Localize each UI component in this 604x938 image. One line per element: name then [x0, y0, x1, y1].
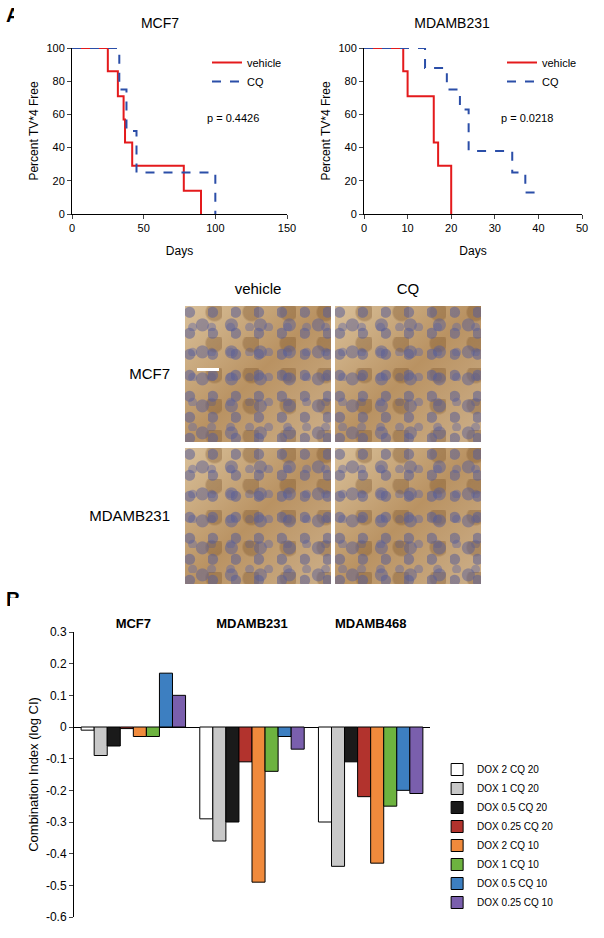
svg-text:0: 0 — [60, 720, 67, 734]
svg-text:DOX 2 CQ 20: DOX 2 CQ 20 — [477, 764, 539, 775]
svg-text:-0.1: -0.1 — [46, 752, 67, 766]
svg-text:40: 40 — [53, 141, 65, 153]
svg-text:MDAMB468: MDAMB468 — [335, 616, 407, 631]
svg-text:vehicle: vehicle — [542, 57, 576, 69]
svg-text:Percent TV*4 Free: Percent TV*4 Free — [319, 81, 333, 180]
svg-text:100: 100 — [46, 42, 64, 54]
svg-text:40: 40 — [532, 222, 544, 234]
svg-text:-0.6: -0.6 — [46, 910, 67, 924]
html-text:A: A — [6, 4, 21, 26]
svg-text:MDAMB231: MDAMB231 — [216, 616, 288, 631]
svg-text:p = 0.4426: p = 0.4426 — [207, 112, 259, 124]
svg-text:0.2: 0.2 — [50, 657, 67, 671]
svg-text:30: 30 — [489, 222, 501, 234]
html-text:vehicle: vehicle — [234, 280, 282, 297]
svg-text:0: 0 — [69, 222, 75, 234]
svg-text:20: 20 — [345, 175, 357, 187]
html-text:MCF7: MCF7 — [129, 365, 170, 382]
svg-text:-0.2: -0.2 — [46, 784, 67, 798]
svg-text:20: 20 — [53, 175, 65, 187]
svg-text:50: 50 — [138, 222, 150, 234]
svg-text:DOX 0.25 CQ 10: DOX 0.25 CQ 10 — [477, 897, 553, 908]
svg-text:-0.4: -0.4 — [46, 847, 67, 861]
html-text:MDAMB231: MDAMB231 — [89, 507, 170, 524]
svg-text:DOX 2 CQ 10: DOX 2 CQ 10 — [477, 840, 539, 851]
svg-text:p = 0.0218: p = 0.0218 — [501, 112, 553, 124]
svg-text:MDAMB231: MDAMB231 — [414, 15, 490, 31]
svg-text:80: 80 — [345, 75, 357, 87]
svg-text:-0.5: -0.5 — [46, 879, 67, 893]
svg-text:0.1: 0.1 — [50, 689, 67, 703]
svg-text:Combination Index (log CI): Combination Index (log CI) — [26, 697, 41, 852]
svg-text:100: 100 — [206, 222, 224, 234]
svg-text:vehicle: vehicle — [247, 57, 281, 69]
svg-text:DOX 1 CQ 20: DOX 1 CQ 20 — [477, 783, 539, 794]
svg-text:MCF7: MCF7 — [116, 616, 151, 631]
svg-text:-0.3: -0.3 — [46, 815, 67, 829]
html-text:CQ: CQ — [396, 280, 420, 297]
svg-text:DOX 1 CQ 10: DOX 1 CQ 10 — [477, 859, 539, 870]
svg-text:0: 0 — [59, 208, 65, 220]
svg-text:CQ: CQ — [542, 76, 559, 88]
svg-text:Percent TV*4 Free: Percent TV*4 Free — [27, 81, 41, 180]
svg-text:20: 20 — [445, 222, 457, 234]
svg-text:DOX 0.5 CQ 10: DOX 0.5 CQ 10 — [477, 878, 547, 889]
svg-text:DOX 0.25 CQ 20: DOX 0.25 CQ 20 — [477, 821, 553, 832]
svg-text:80: 80 — [53, 75, 65, 87]
svg-text:10: 10 — [401, 222, 413, 234]
html-text:B: B — [6, 588, 21, 610]
svg-text:100: 100 — [338, 42, 356, 54]
svg-text:DOX 0.5 CQ 20: DOX 0.5 CQ 20 — [477, 802, 547, 813]
svg-text:150: 150 — [278, 222, 296, 234]
svg-text:0: 0 — [361, 222, 367, 234]
svg-text:40: 40 — [345, 141, 357, 153]
svg-text:MCF7: MCF7 — [141, 15, 179, 31]
svg-text:CQ: CQ — [247, 76, 264, 88]
svg-text:0.3: 0.3 — [50, 625, 67, 639]
svg-text:Days: Days — [459, 244, 486, 258]
svg-text:60: 60 — [53, 108, 65, 120]
svg-text:50: 50 — [576, 222, 588, 234]
svg-text:60: 60 — [345, 108, 357, 120]
svg-text:Days: Days — [166, 244, 193, 258]
svg-text:0: 0 — [351, 208, 357, 220]
